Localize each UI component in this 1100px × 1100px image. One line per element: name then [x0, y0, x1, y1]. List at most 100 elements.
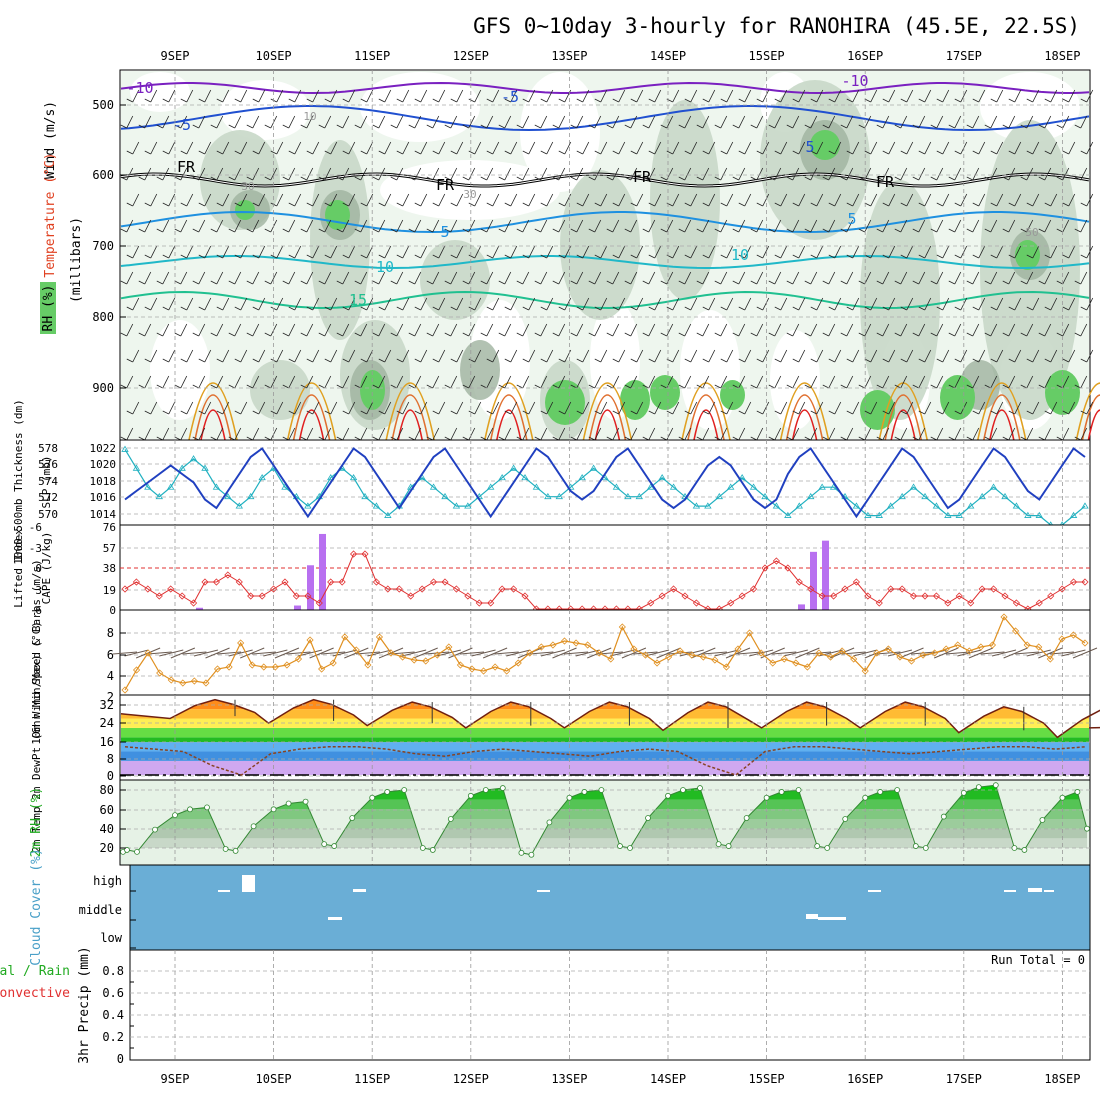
rh-point — [447, 816, 454, 822]
upper-wind-barb-tick — [372, 332, 379, 337]
upper-wind-barb-tick — [504, 150, 511, 155]
temp-curve — [120, 698, 1100, 739]
wind10-barb — [506, 649, 531, 657]
wind-speed-point — [1000, 613, 1008, 621]
thickness-point — [989, 483, 998, 490]
upper-wind-barb — [504, 375, 512, 389]
upper-wind-barb — [474, 141, 482, 155]
upper-wind-barb-tick — [228, 280, 235, 285]
upper-wind-barb-tick — [630, 410, 637, 415]
upper-wind-barb-tick — [948, 176, 955, 181]
upper-wind-barb-tick — [414, 254, 421, 259]
upper-wind-barb-tick — [912, 176, 919, 181]
upper-wind-barb — [942, 193, 950, 207]
upper-wind-barb — [204, 89, 212, 103]
upper-wind-barb — [708, 89, 716, 103]
upper-wind-barb-tick — [246, 332, 253, 337]
y-tick-label: 600 — [92, 168, 114, 182]
upper-wind-barb-tick — [534, 384, 541, 389]
cloud-level-label: high — [93, 874, 122, 888]
upper-wind-barb — [564, 401, 572, 415]
wind10-barb — [540, 649, 566, 657]
upper-wind-barb — [738, 115, 746, 129]
thickness-point — [749, 483, 758, 490]
upper-wind-barb — [648, 115, 656, 129]
wind10-barb — [402, 649, 427, 657]
upper-wind-barb-tick — [768, 176, 775, 181]
upper-wind-barb-tick — [714, 384, 721, 389]
upper-wind-barb — [972, 271, 980, 285]
upper-wind-barb-tick — [198, 98, 205, 103]
upper-wind-barb-tick — [324, 202, 331, 207]
lifted-index-point — [212, 578, 220, 586]
upper-wind-barb-tick — [192, 332, 199, 337]
slp-tick-label: 1014 — [90, 508, 117, 521]
y-tick-label: 6 — [107, 648, 114, 662]
upper-wind-barb — [504, 167, 512, 181]
wind-speed-point — [549, 641, 557, 649]
upper-wind-barb-tick — [162, 98, 169, 103]
upper-wind-barb-tick — [228, 176, 235, 181]
upper-wind-barb — [780, 89, 788, 103]
upper-wind-barb-tick — [396, 254, 403, 259]
rh-point — [1074, 789, 1081, 795]
upper-wind-barb-tick — [912, 332, 919, 337]
upper-wind-barb — [924, 349, 932, 363]
upper-wind-barb — [828, 375, 836, 389]
thickness-point — [761, 492, 769, 500]
wind10-barb — [124, 649, 149, 657]
lifted-index-point — [258, 592, 266, 600]
upper-wind-barb — [954, 427, 962, 441]
upper-wind-barb — [630, 271, 638, 285]
upper-wind-barb — [810, 219, 818, 233]
upper-wind-barb-tick — [966, 332, 973, 337]
upper-wind-barb-tick — [228, 384, 235, 389]
upper-wind-barb — [276, 245, 284, 259]
upper-wind-barb — [474, 349, 482, 363]
upper-wind-barb — [1014, 245, 1022, 259]
upper-wind-barb — [900, 167, 908, 181]
upper-wind-barb-tick — [552, 124, 559, 129]
upper-wind-barb — [1062, 271, 1070, 285]
upper-wind-barb-tick — [792, 306, 799, 311]
upper-wind-barb-tick — [120, 228, 127, 233]
top-date-label: 17SEP — [946, 49, 982, 63]
upper-wind-barb-tick — [1038, 332, 1045, 337]
upper-wind-barb-tick — [756, 358, 763, 363]
upper-wind-barb-tick — [288, 254, 295, 259]
upper-wind-barb-tick — [876, 384, 883, 389]
upper-wind-barb-tick — [846, 98, 853, 103]
thickness-point — [658, 474, 666, 481]
upper-wind-barb-tick — [540, 306, 547, 311]
upper-wind-barb — [186, 89, 194, 103]
upper-wind-barb — [708, 349, 716, 363]
upper-wind-barb-tick — [630, 358, 637, 363]
upper-wind-barb — [810, 375, 818, 389]
upper-wind-barb-tick — [936, 202, 943, 207]
upper-wind-barb-tick — [714, 332, 721, 337]
upper-wind-barb-tick — [1044, 98, 1051, 103]
slp-tick-label: 1018 — [90, 475, 117, 488]
upper-wind-barb — [540, 115, 548, 129]
upper-wind-barb-tick — [828, 410, 835, 415]
thickness-point — [429, 483, 438, 490]
contour-label: FR — [436, 176, 455, 194]
bottom-date-label: 12SEP — [453, 1072, 489, 1086]
upper-wind-barb-tick — [966, 176, 973, 181]
upper-wind-barb-tick — [216, 358, 223, 363]
upper-wind-barb-tick — [882, 254, 889, 259]
rh-point — [617, 843, 623, 849]
upper-wind-barb-tick — [858, 228, 865, 233]
upper-wind-barb-tick — [642, 228, 649, 233]
upper-wind-barb-tick — [498, 280, 505, 285]
lifted-index-markers — [121, 550, 1089, 613]
thickness-point — [704, 502, 712, 509]
upper-wind-barb — [126, 375, 134, 389]
upper-wind-barb — [924, 297, 932, 311]
rh-point — [1039, 817, 1046, 823]
upper-wind-barb — [996, 193, 1004, 207]
surface-temp-contour — [989, 409, 1015, 441]
upper-wind-barb-tick — [642, 280, 649, 285]
upper-wind-barb-tick — [894, 332, 901, 337]
